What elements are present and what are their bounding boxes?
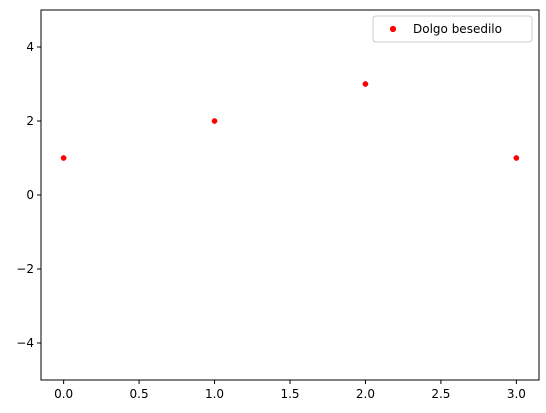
y-tick-label: 2	[26, 114, 34, 128]
x-tick-label: 0.5	[130, 387, 149, 401]
y-tick-label: 0	[26, 188, 34, 202]
data-markers	[60, 81, 520, 161]
data-point	[362, 81, 369, 87]
y-axis: −4 −2 0 2 4	[16, 40, 41, 350]
y-tick-label: −2	[16, 262, 34, 276]
legend: Dolgo besedilo	[372, 15, 533, 43]
legend-box	[372, 15, 533, 43]
x-tick-label: 2.5	[431, 387, 450, 401]
legend-label: Dolgo besedilo	[413, 22, 502, 36]
data-point	[60, 155, 67, 161]
x-tick-label: 3.0	[507, 387, 526, 401]
data-point	[513, 155, 520, 161]
legend-marker	[389, 25, 397, 33]
y-tick-label: −4	[16, 336, 34, 350]
y-tick-label: 4	[26, 40, 34, 54]
x-axis: 0.0 0.5 1.0 1.5 2.0 2.5 3.0	[54, 380, 526, 401]
data-point	[211, 118, 218, 124]
x-tick-label: 2.0	[356, 387, 375, 401]
x-tick-label: 0.0	[54, 387, 73, 401]
x-tick-label: 1.5	[280, 387, 299, 401]
x-tick-label: 1.0	[205, 387, 224, 401]
